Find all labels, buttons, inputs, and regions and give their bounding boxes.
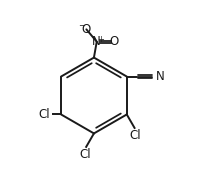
Text: O: O [109, 35, 118, 48]
Text: N: N [156, 70, 165, 83]
Text: −: − [78, 21, 85, 30]
Text: Cl: Cl [80, 148, 91, 161]
Text: Cl: Cl [129, 129, 141, 142]
Text: Cl: Cl [38, 108, 50, 121]
Text: N: N [92, 35, 101, 48]
Text: O: O [82, 23, 91, 36]
Text: +: + [97, 35, 104, 44]
